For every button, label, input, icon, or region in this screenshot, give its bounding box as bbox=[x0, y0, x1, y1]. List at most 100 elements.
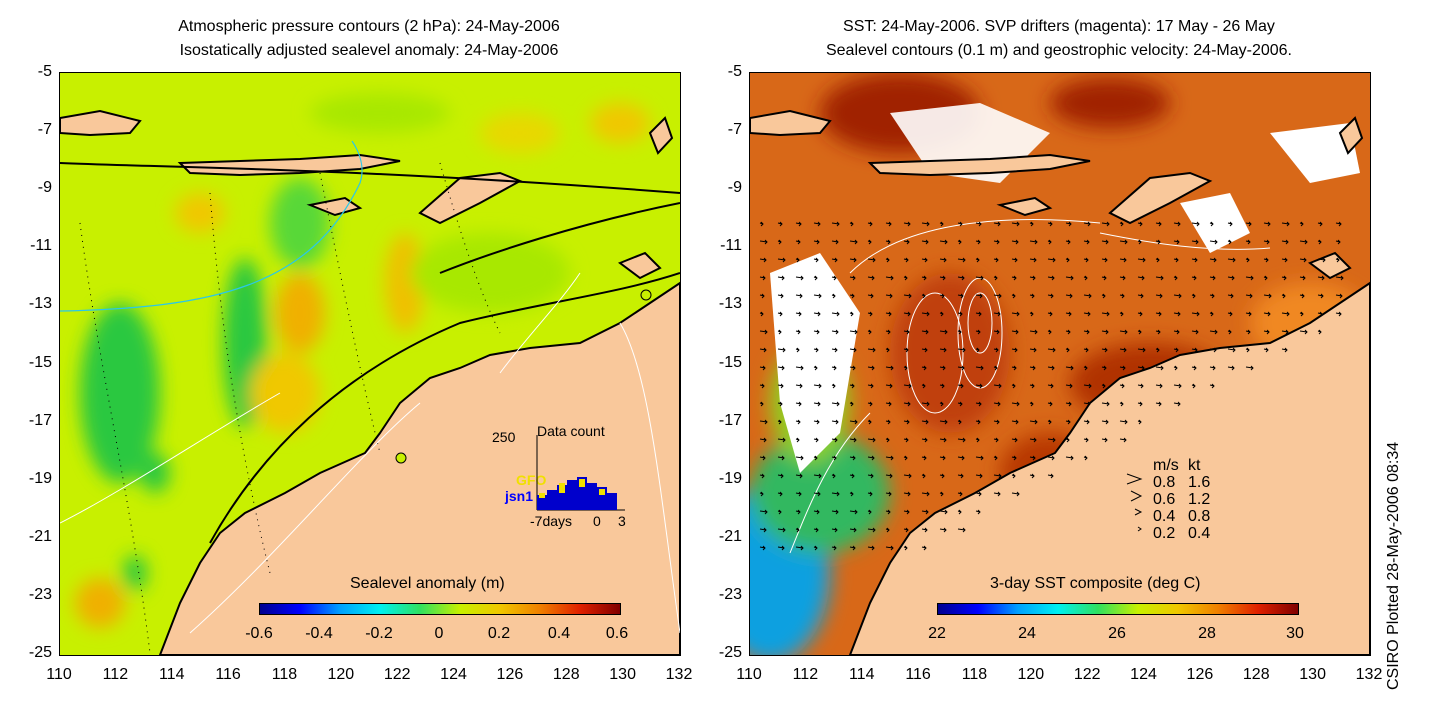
left-cbar-tick: -0.4 bbox=[305, 625, 333, 642]
velocity-arrow bbox=[1029, 347, 1037, 353]
lat-tick-label: -17 bbox=[718, 411, 742, 429]
velocity-arrow bbox=[1173, 401, 1181, 407]
velocity-arrow bbox=[1227, 239, 1232, 245]
velocity-arrow bbox=[1173, 329, 1180, 335]
velocity-arrow bbox=[939, 419, 948, 425]
left-colorbar bbox=[259, 603, 621, 615]
velocity-arrow bbox=[1119, 239, 1128, 245]
velocity-arrow bbox=[1263, 221, 1271, 227]
velocity-arrow bbox=[1011, 347, 1018, 353]
velocity-arrow bbox=[957, 293, 964, 299]
velocity-arrow bbox=[1047, 257, 1056, 263]
velocity-arrow bbox=[1335, 311, 1342, 317]
velocity-arrow bbox=[831, 293, 836, 299]
velocity-arrow bbox=[831, 401, 840, 407]
velocity-arrow bbox=[1173, 311, 1181, 317]
lat-tick-label: -11 bbox=[720, 237, 742, 255]
velocity-arrow bbox=[921, 275, 927, 281]
velocity-arrow bbox=[1137, 275, 1145, 281]
lat-tick-label: -23 bbox=[718, 585, 742, 603]
velocity-arrow bbox=[849, 491, 854, 497]
velocity-arrow bbox=[849, 329, 858, 335]
velocity-arrow bbox=[867, 239, 872, 245]
velocity-arrow bbox=[1245, 293, 1253, 299]
velocity-arrow bbox=[795, 275, 804, 281]
velocity-arrow bbox=[921, 491, 930, 497]
velocity-arrow bbox=[849, 455, 856, 461]
velocity-arrow bbox=[1119, 293, 1125, 299]
inset-xtick-end: 3 bbox=[618, 513, 626, 529]
velocity-arrow bbox=[939, 437, 947, 443]
velocity-arrow bbox=[903, 527, 909, 533]
legend-row-ms: 0.4 bbox=[1153, 508, 1176, 525]
velocity-arrow bbox=[921, 221, 930, 227]
velocity-arrow bbox=[1047, 383, 1054, 389]
velocity-arrow bbox=[867, 221, 873, 227]
right-title-line2: Sealevel contours (0.1 m) and geostrophi… bbox=[825, 42, 1292, 59]
velocity-arrow bbox=[795, 347, 800, 353]
velocity-arrow bbox=[831, 527, 838, 533]
velocity-arrow bbox=[849, 527, 857, 533]
left-cbar-tick: -0.2 bbox=[365, 625, 393, 642]
velocity-arrow bbox=[1011, 257, 1018, 263]
velocity-arrow bbox=[939, 311, 944, 317]
velocity-arrow bbox=[885, 347, 890, 353]
velocity-arrow bbox=[1119, 365, 1126, 371]
velocity-arrow bbox=[1101, 293, 1106, 299]
velocity-arrow bbox=[903, 221, 911, 227]
velocity-arrow bbox=[1209, 221, 1214, 227]
velocity-arrow bbox=[867, 491, 873, 497]
velocity-arrow bbox=[1083, 239, 1090, 245]
velocity-arrow bbox=[813, 275, 818, 281]
velocity-arrow bbox=[849, 275, 856, 281]
velocity-arrow bbox=[939, 293, 945, 299]
velocity-arrow bbox=[1263, 347, 1269, 353]
lon-tick-label: 112 bbox=[792, 666, 819, 683]
velocity-arrow bbox=[921, 437, 928, 443]
velocity-arrow bbox=[1137, 257, 1146, 263]
velocity-arrow bbox=[975, 455, 984, 461]
legend-row-ms: 0.6 bbox=[1153, 491, 1176, 508]
velocity-arrow bbox=[1245, 365, 1254, 371]
velocity-arrow bbox=[921, 545, 927, 551]
velocity-arrow bbox=[939, 473, 945, 479]
velocity-arrow bbox=[903, 437, 909, 443]
velocity-arrow bbox=[975, 473, 983, 479]
velocity-arrow bbox=[975, 347, 980, 353]
velocity-arrow bbox=[849, 509, 858, 515]
inset-xtick-zero: 0 bbox=[593, 513, 601, 529]
velocity-arrow bbox=[903, 311, 911, 317]
velocity-arrow bbox=[957, 275, 965, 281]
lon-tick-label: 128 bbox=[1242, 666, 1270, 683]
velocity-arrow bbox=[1335, 293, 1343, 299]
velocity-arrow bbox=[1119, 347, 1127, 353]
velocity-arrow bbox=[1083, 419, 1090, 425]
legend-row-kt: 0.4 bbox=[1188, 525, 1211, 542]
velocity-arrow bbox=[1119, 437, 1127, 443]
velocity-arrow bbox=[777, 293, 784, 299]
lon-tick-label: 132 bbox=[1355, 666, 1383, 683]
velocity-arrow bbox=[1119, 257, 1127, 263]
velocity-arrow bbox=[1101, 365, 1107, 371]
velocity-arrow bbox=[1029, 329, 1038, 335]
velocity-arrow bbox=[1119, 401, 1124, 407]
velocity-arrow bbox=[1101, 311, 1110, 317]
velocity-arrow bbox=[1011, 437, 1018, 443]
velocity-arrow bbox=[957, 437, 966, 443]
velocity-arrow bbox=[1209, 347, 1217, 353]
velocity-arrow bbox=[921, 383, 926, 389]
velocity-arrow bbox=[957, 329, 962, 335]
velocity-arrow bbox=[1155, 401, 1162, 407]
velocity-arrow bbox=[1101, 329, 1109, 335]
velocity-arrow bbox=[1029, 257, 1037, 263]
velocity-arrow bbox=[759, 509, 768, 515]
velocity-arrow bbox=[975, 437, 980, 443]
velocity-arrow bbox=[1047, 473, 1054, 479]
velocity-arrow bbox=[1101, 419, 1109, 425]
velocity-arrow bbox=[777, 473, 784, 479]
velocity-arrow bbox=[1299, 257, 1307, 263]
velocity-arrow bbox=[1011, 383, 1016, 389]
velocity-arrow bbox=[993, 239, 1000, 245]
velocity-arrow bbox=[1281, 239, 1289, 245]
velocity-arrow bbox=[1299, 293, 1305, 299]
